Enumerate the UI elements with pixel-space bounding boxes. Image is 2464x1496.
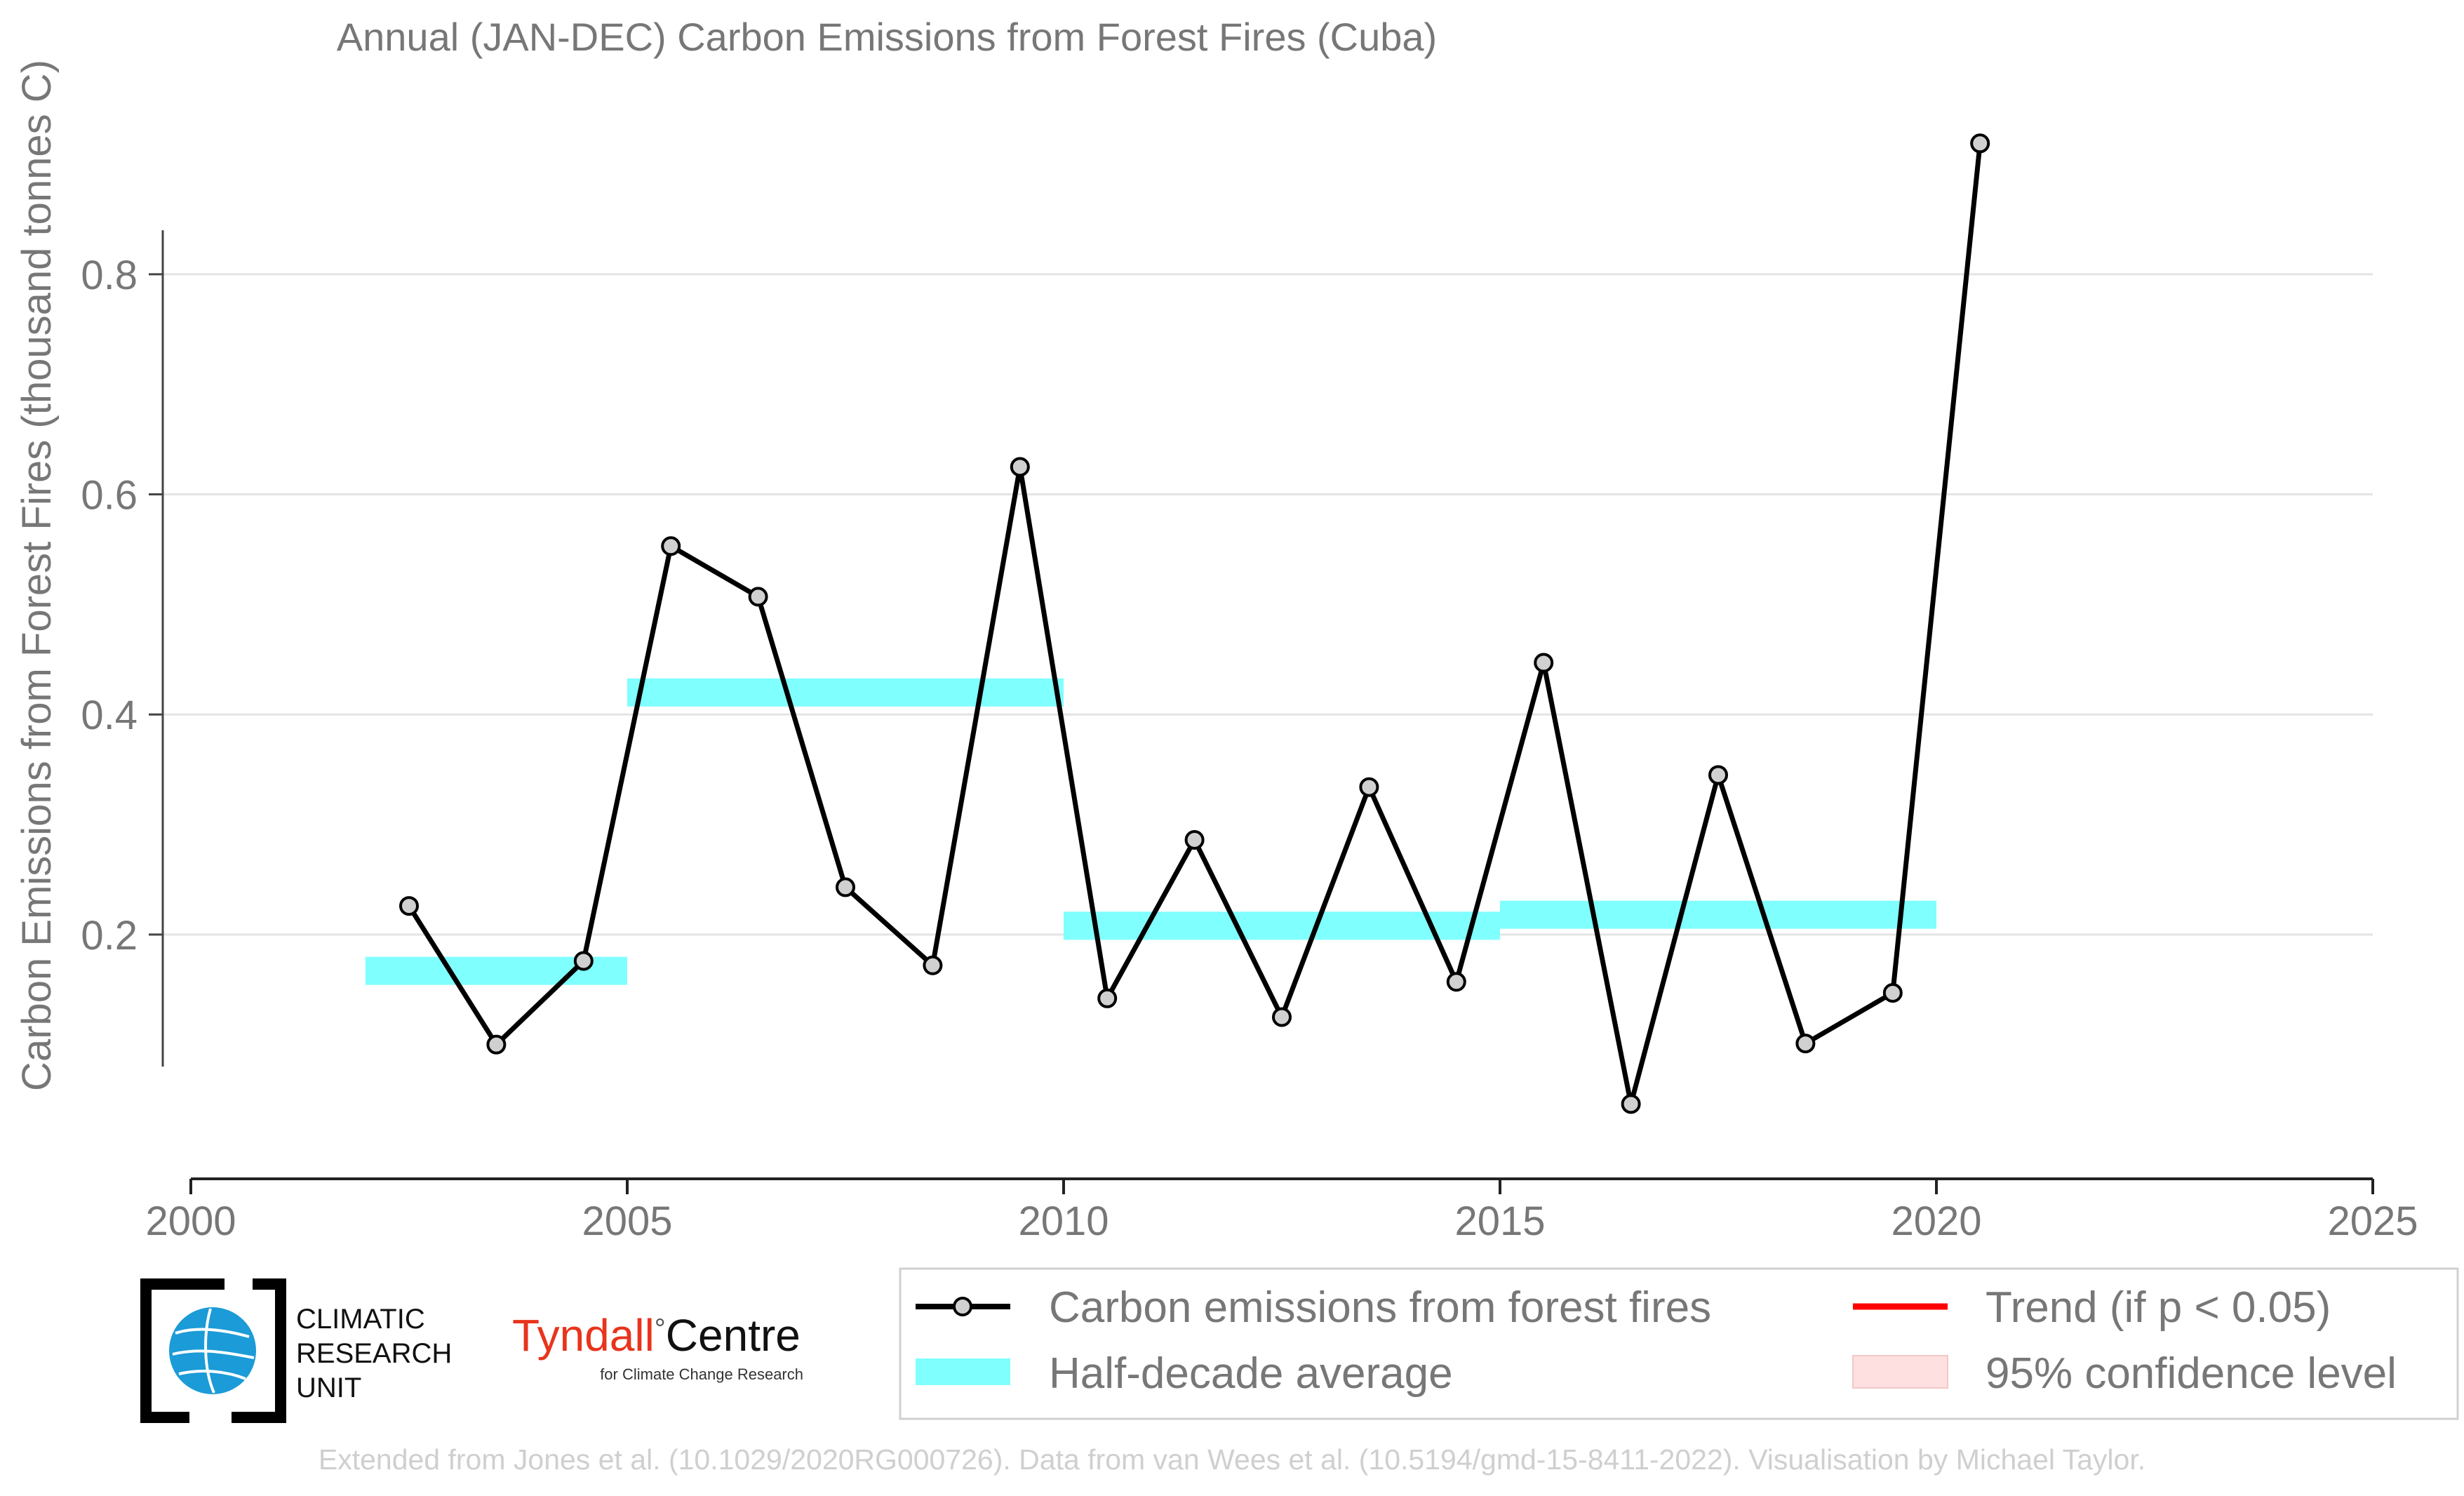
tyndall-logo-name: Tyndall [512,1310,655,1361]
globe-lines [172,1308,255,1394]
legend-label-confidence: 95% confidence level [1986,1349,2397,1398]
data-point [1010,457,1030,477]
data-point [836,877,855,897]
half-decade-average-bands [365,678,1936,985]
x-tick-label: 2000 [145,1198,236,1244]
data-point [486,1034,507,1055]
x-tick-label: 2010 [1018,1198,1109,1244]
legend-half-decade-swatch [916,1358,1010,1385]
y-axis-label: Carbon Emissions from Forest Fires (thou… [14,60,60,1091]
chart-title: Annual (JAN-DEC) Carbon Emissions from F… [337,15,1437,59]
tyndall-logo: Tyndall°Centre for Climate Change Resear… [512,1310,803,1383]
axes: 0.2 0.4 0.6 0.8 2000 2005 2010 2015 2020 2025 [81,230,2418,1244]
data-point [1097,988,1118,1008]
data-point [1882,982,1903,1003]
credit-line: Extended from Jones et al. (10.1029/2020… [319,1443,2145,1476]
y-tick-label: 0.6 [81,473,138,519]
legend-label-emissions: Carbon emissions from forest fires [1049,1283,1711,1332]
legend-label-trend: Trend (if p < 0.05) [1986,1283,2331,1332]
gridlines [163,273,2373,936]
cru-logo-text-line1: CLIMATIC [296,1304,425,1335]
legend: Carbon emissions from forest fires Trend… [899,1267,2459,1420]
data-point [1708,765,1728,785]
data-point [923,955,943,975]
half-decade-band [1500,900,1936,929]
x-tick-label: 2020 [1891,1198,1981,1244]
emissions-series [399,133,1990,1114]
legend-confidence-swatch [1852,1355,1948,1389]
data-point [748,587,768,607]
cru-logo-frame [140,1278,286,1423]
tyndall-logo-subtitle: for Climate Change Research [600,1365,803,1383]
legend-frame [899,1267,2459,1420]
cru-logo: CLIMATIC RESEARCH UNIT [140,1278,452,1423]
data-point [1970,133,1990,154]
tyndall-logo-wordmark: Tyndall°Centre [512,1310,801,1361]
data-point [661,536,681,556]
x-tick-label: 2015 [1454,1198,1545,1244]
y-tick-label: 0.2 [81,913,138,959]
legend-label-half-decade: Half-decade average [1049,1349,1453,1398]
emissions-line [407,142,1983,1107]
half-decade-band [627,678,1064,707]
data-point [573,951,594,971]
data-point [1184,829,1205,850]
x-tick-label: 2025 [2327,1198,2418,1244]
data-point [1359,777,1379,797]
x-tick-label: 2005 [582,1198,672,1244]
cru-logo-text-line3: UNIT [296,1373,361,1403]
data-point [1272,1007,1292,1027]
legend-marker-swatch [953,1297,972,1316]
data-point [1534,653,1554,673]
cru-logo-text-line2: RESEARCH [296,1338,452,1369]
data-point [1795,1034,1816,1054]
data-point [399,896,419,916]
y-tick-label: 0.4 [81,693,138,738]
y-tick-label: 0.8 [81,253,138,298]
data-point [1621,1094,1641,1114]
tyndall-logo-centre: Centre [666,1310,801,1361]
data-point [1446,972,1466,992]
tyndall-logo-degree: ° [655,1314,666,1344]
